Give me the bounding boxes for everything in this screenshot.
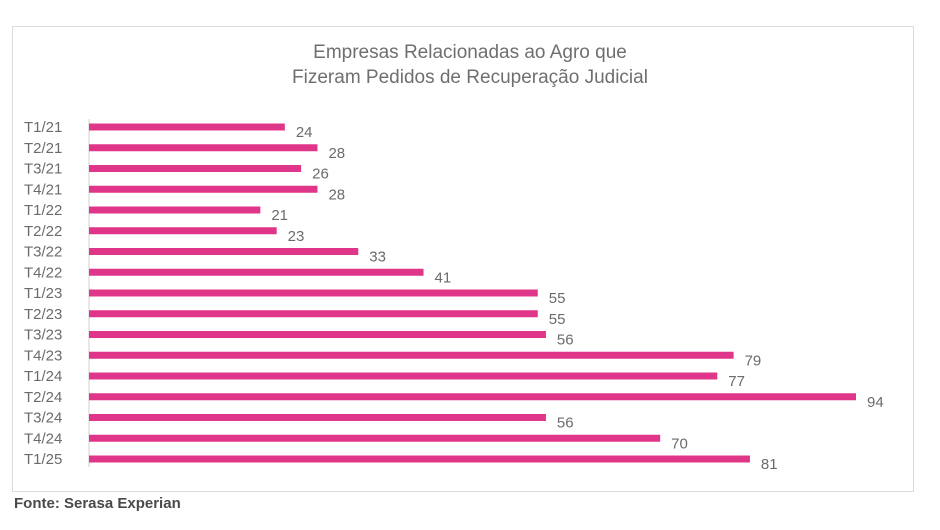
category-label: T3/23 bbox=[24, 327, 62, 344]
data-label: 23 bbox=[288, 228, 305, 245]
data-label: 55 bbox=[549, 311, 566, 328]
bar bbox=[89, 331, 546, 338]
category-label: T2/21 bbox=[24, 140, 62, 157]
bar bbox=[89, 351, 734, 359]
source-note: Fonte: Serasa Experian bbox=[14, 495, 181, 512]
category-label: T1/24 bbox=[24, 368, 62, 385]
category-label: T2/24 bbox=[24, 389, 62, 406]
bar bbox=[89, 289, 538, 297]
bar bbox=[89, 414, 546, 421]
bar bbox=[89, 185, 318, 193]
category-label: T4/22 bbox=[24, 264, 62, 281]
category-label: T3/24 bbox=[24, 410, 62, 427]
data-label: 70 bbox=[671, 435, 688, 452]
category-label: T1/21 bbox=[24, 119, 62, 136]
data-label: 79 bbox=[745, 352, 762, 369]
chart-title: Empresas Relacionadas ao Agro que Fizera… bbox=[0, 40, 940, 90]
data-label: 28 bbox=[328, 145, 345, 162]
bar bbox=[89, 165, 302, 172]
category-label: T1/22 bbox=[24, 202, 62, 219]
data-label: 77 bbox=[728, 373, 745, 390]
category-label: T1/23 bbox=[24, 285, 62, 302]
data-label: 33 bbox=[369, 249, 386, 266]
data-label: 24 bbox=[296, 124, 313, 141]
data-label: 56 bbox=[557, 415, 574, 432]
data-label: 26 bbox=[312, 166, 329, 183]
category-label: T2/23 bbox=[24, 306, 62, 323]
data-label: 55 bbox=[549, 290, 566, 307]
bar bbox=[89, 434, 661, 442]
bar bbox=[89, 248, 359, 255]
bar bbox=[89, 123, 285, 131]
data-label: 81 bbox=[761, 456, 778, 473]
bar bbox=[89, 372, 718, 380]
bar bbox=[89, 227, 277, 235]
data-label: 94 bbox=[867, 394, 884, 411]
category-label: T4/23 bbox=[24, 347, 62, 364]
category-label: T2/22 bbox=[24, 223, 62, 240]
data-label: 41 bbox=[435, 269, 452, 286]
category-label: T3/22 bbox=[24, 244, 62, 261]
data-label: 21 bbox=[271, 207, 288, 224]
bar bbox=[89, 144, 318, 152]
category-label: T4/21 bbox=[24, 181, 62, 198]
bar bbox=[89, 393, 856, 401]
category-label: T3/21 bbox=[24, 161, 62, 178]
chart-title-line-2: Fizeram Pedidos de Recuperação Judicial bbox=[292, 67, 648, 88]
data-label: 56 bbox=[557, 332, 574, 349]
data-label: 28 bbox=[328, 186, 345, 203]
bar bbox=[89, 268, 424, 276]
chart-title-line-1: Empresas Relacionadas ao Agro que bbox=[313, 42, 627, 63]
bar bbox=[89, 455, 750, 463]
bar bbox=[89, 310, 538, 318]
category-label: T4/24 bbox=[24, 430, 62, 447]
category-label: T1/25 bbox=[24, 451, 62, 468]
bar bbox=[89, 206, 261, 214]
